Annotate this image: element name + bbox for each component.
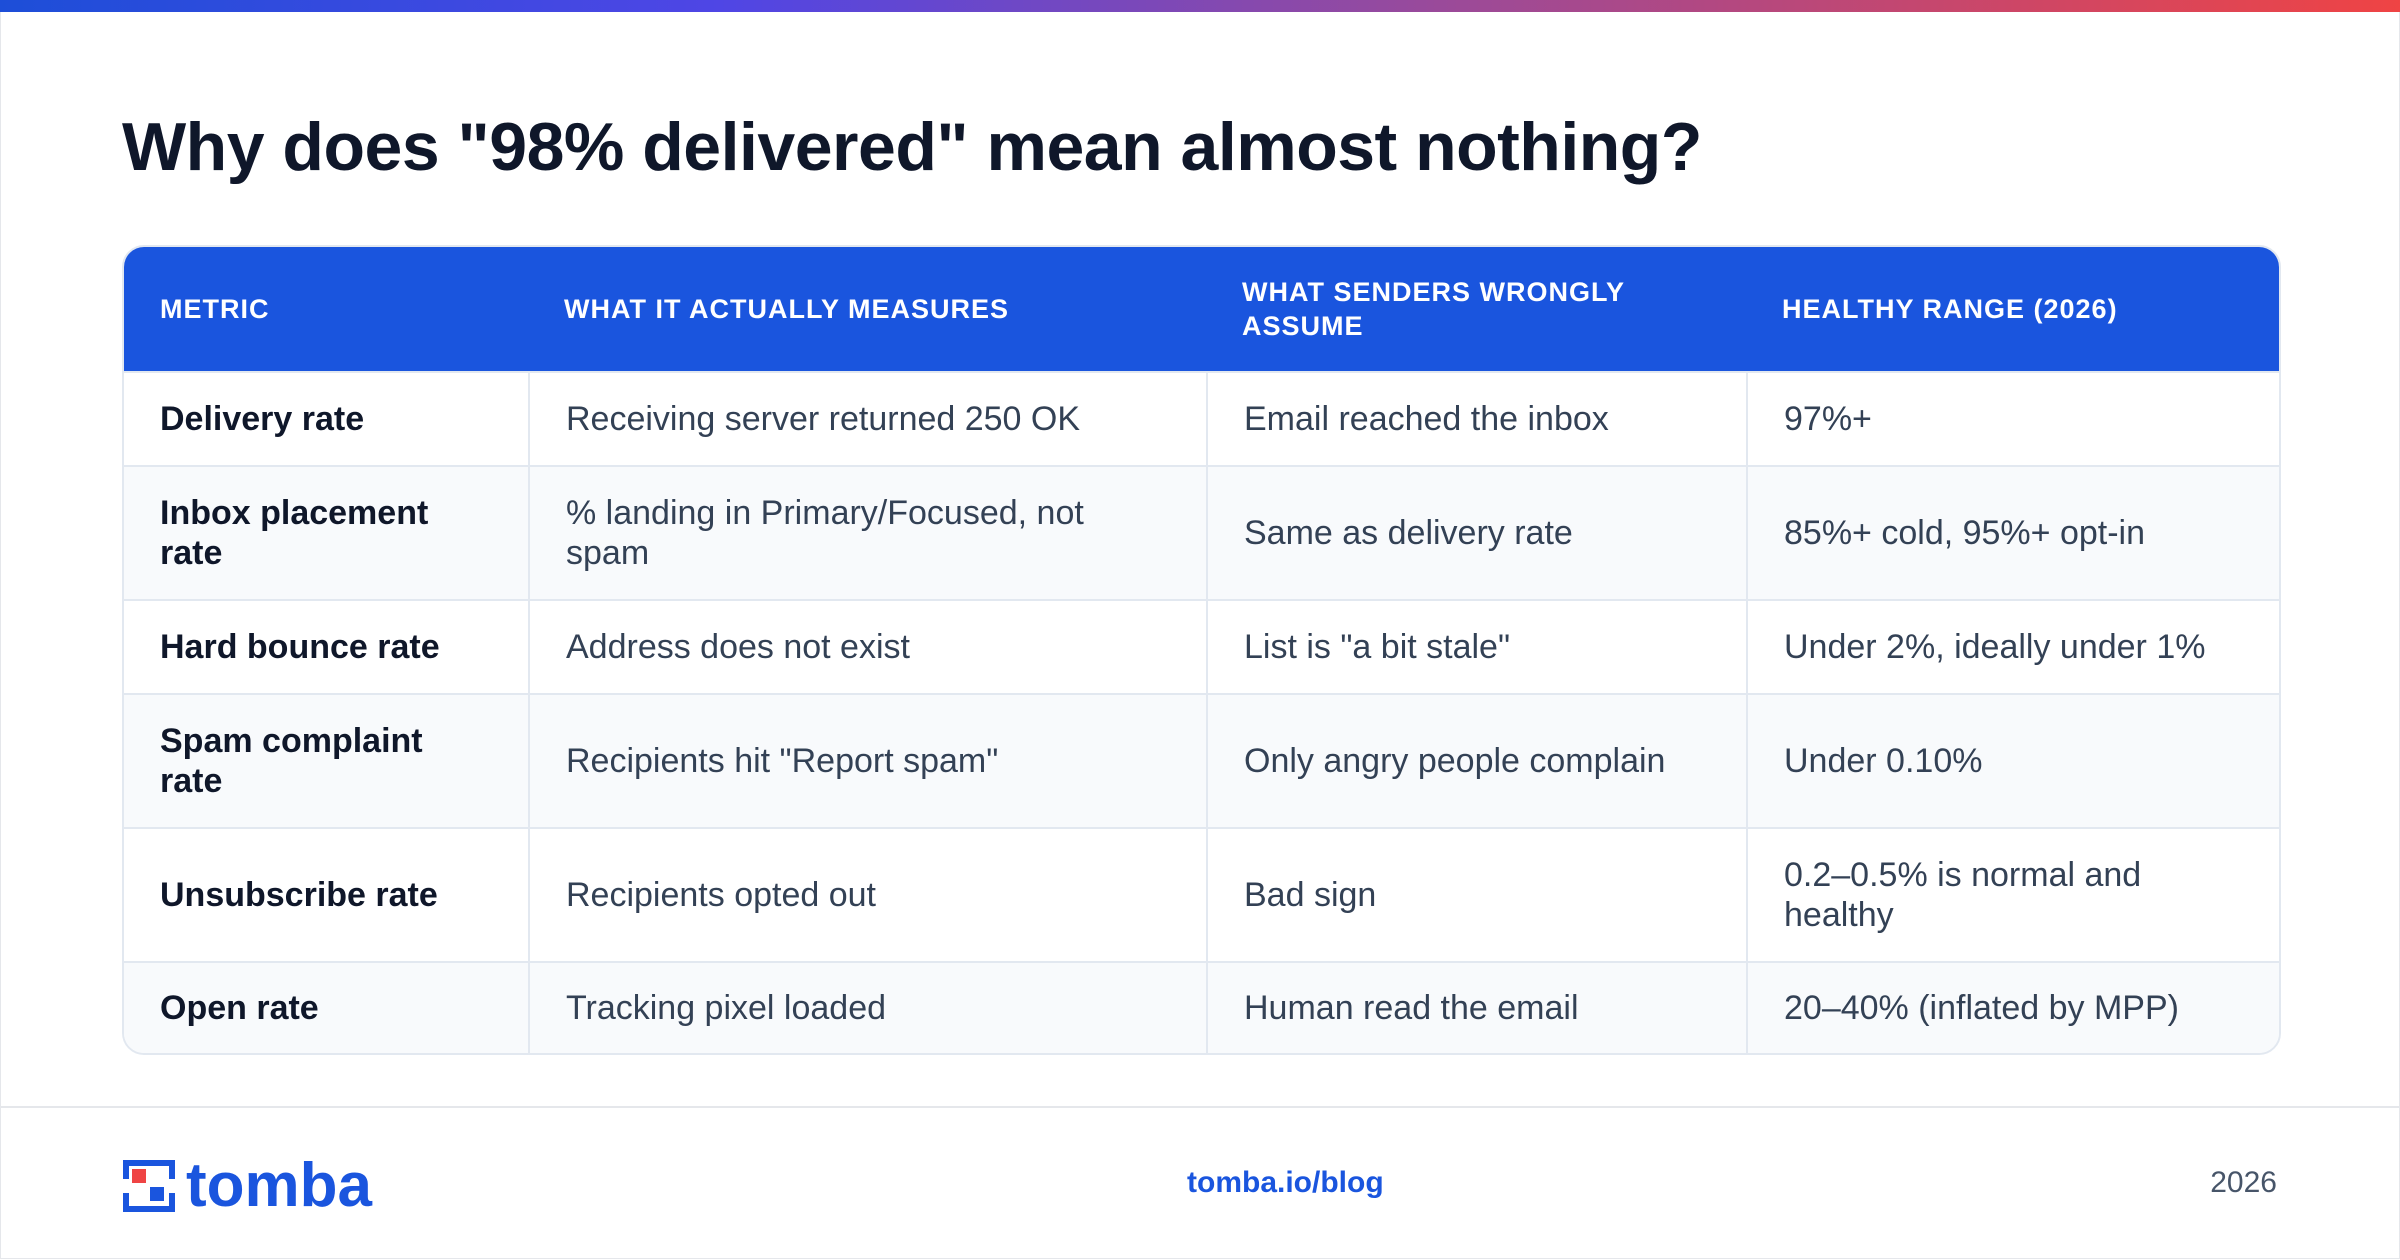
- table-row: Hard bounce rate Address does not exist …: [124, 599, 2279, 693]
- measures-cell: Address does not exist: [528, 601, 1206, 693]
- table-row: Unsubscribe rate Recipients opted out Ba…: [124, 827, 2279, 961]
- table-row: Delivery rate Receiving server returned …: [124, 371, 2279, 465]
- range-cell: 20–40% (inflated by MPP): [1746, 963, 2279, 1053]
- measures-cell: Recipients hit "Report spam": [528, 695, 1206, 827]
- assume-cell: Email reached the inbox: [1206, 373, 1746, 465]
- table-row: Open rate Tracking pixel loaded Human re…: [124, 961, 2279, 1053]
- metric-cell: Open rate: [160, 989, 319, 1027]
- range-cell: 97%+: [1746, 373, 2279, 465]
- blog-link[interactable]: tomba.io/blog: [1187, 1166, 1384, 1199]
- table-row: Spam complaint rate Recipients hit "Repo…: [124, 693, 2279, 827]
- metric-cell: Hard bounce rate: [160, 628, 440, 666]
- logo-wordmark: tomba: [186, 1151, 372, 1220]
- top-gradient-bar: [0, 0, 2400, 12]
- footer-divider: [0, 1106, 2400, 1108]
- metric-cell: Delivery rate: [160, 400, 365, 438]
- metric-cell: Inbox placement rate: [160, 494, 429, 572]
- tomba-logo-icon: [122, 1160, 176, 1212]
- assume-cell: Same as delivery rate: [1206, 467, 1746, 599]
- measures-cell: Tracking pixel loaded: [528, 963, 1206, 1053]
- tomba-logo[interactable]: tomba: [122, 1155, 372, 1217]
- range-cell: 0.2–0.5% is normal and healthy: [1746, 829, 2279, 961]
- page-title: Why does "98% delivered" mean almost not…: [122, 109, 1702, 185]
- range-cell: Under 2%, ideally under 1%: [1746, 601, 2279, 693]
- range-cell: Under 0.10%: [1746, 695, 2279, 827]
- footer-year: 2026: [2210, 1166, 2277, 1199]
- column-header-assume: WHAT SENDERS WRONGLY ASSUME: [1242, 277, 1625, 341]
- assume-cell: Only angry people complain: [1206, 695, 1746, 827]
- range-cell: 85%+ cold, 95%+ opt-in: [1746, 467, 2279, 599]
- column-header-metric: METRIC: [160, 294, 270, 324]
- metric-cell: Unsubscribe rate: [160, 876, 438, 914]
- assume-cell: List is "a bit stale": [1206, 601, 1746, 693]
- measures-cell: Receiving server returned 250 OK: [528, 373, 1206, 465]
- metrics-table: METRIC WHAT IT ACTUALLY MEASURES WHAT SE…: [122, 245, 2281, 1055]
- measures-cell: % landing in Primary/Focused, not spam: [528, 467, 1206, 599]
- column-header-range: HEALTHY RANGE (2026): [1782, 294, 2118, 324]
- table-header-row: METRIC WHAT IT ACTUALLY MEASURES WHAT SE…: [124, 247, 2279, 371]
- assume-cell: Human read the email: [1206, 963, 1746, 1053]
- table-row: Inbox placement rate % landing in Primar…: [124, 465, 2279, 599]
- assume-cell: Bad sign: [1206, 829, 1746, 961]
- metric-cell: Spam complaint rate: [160, 722, 423, 800]
- measures-cell: Recipients opted out: [528, 829, 1206, 961]
- column-header-measures: WHAT IT ACTUALLY MEASURES: [564, 294, 1010, 324]
